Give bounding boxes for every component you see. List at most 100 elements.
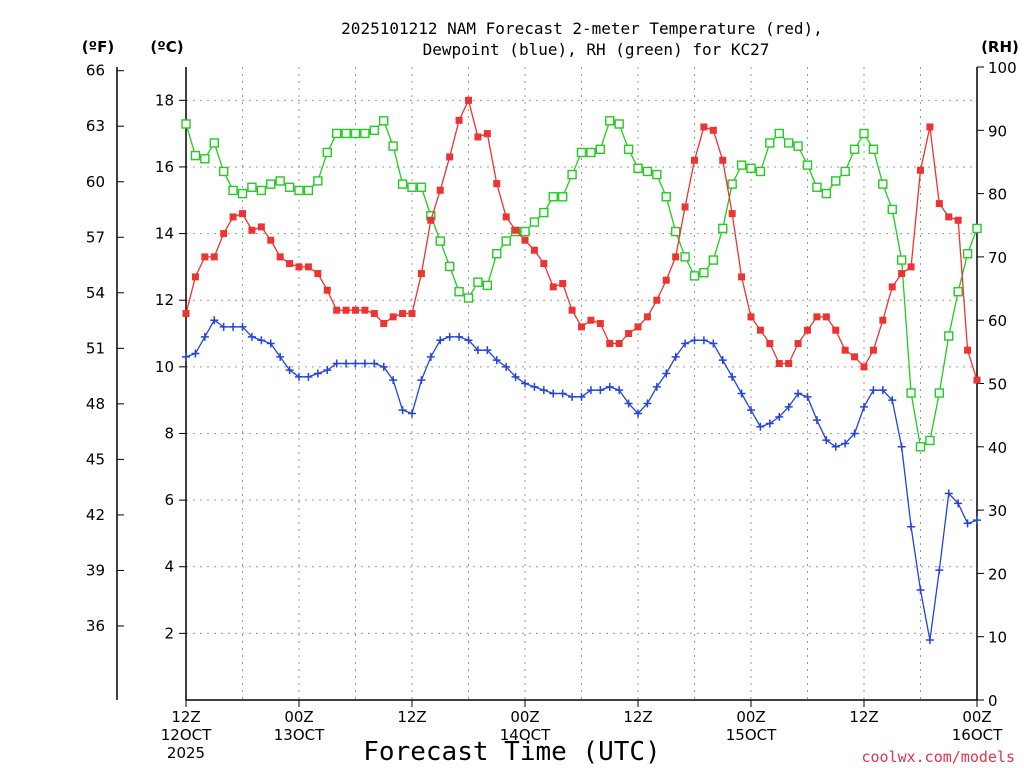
temperature-point xyxy=(370,310,378,318)
time-tick-year: 2025 xyxy=(167,744,205,762)
fahrenheit-tick-label: 36 xyxy=(86,617,105,635)
rh-unit-label: (RH) xyxy=(981,38,1019,56)
dewpoint-point xyxy=(878,386,887,395)
dewpoint-point xyxy=(276,352,285,361)
rh-point xyxy=(915,442,926,452)
temperature-point xyxy=(898,270,906,278)
time-tick-hour: 00Z xyxy=(284,708,313,726)
rh-point xyxy=(181,119,191,129)
rh-point xyxy=(200,154,210,164)
time-tick-hour: 12Z xyxy=(623,708,652,726)
temperature-point xyxy=(578,323,585,331)
rh-point xyxy=(237,188,248,199)
dewpoint-point xyxy=(860,402,868,411)
dewpoint-point xyxy=(408,409,416,418)
dewpoint-point xyxy=(342,359,351,368)
dewpoint-point xyxy=(558,389,567,398)
temperature-point xyxy=(587,316,595,324)
dewpoint-point xyxy=(586,386,595,395)
dewpoint-point xyxy=(812,416,821,425)
fahrenheit-unit-label: (ºF) xyxy=(82,38,114,56)
temperature-point xyxy=(191,273,199,281)
rh-tick-label: 90 xyxy=(988,122,1007,140)
dewpoint-point xyxy=(238,322,247,331)
dewpoint-point xyxy=(445,332,454,341)
dewpoint-point xyxy=(690,336,699,345)
temperature-point xyxy=(672,253,680,261)
dewpoint-point xyxy=(502,362,511,371)
x-axis-label: Forecast Time (UTC) xyxy=(363,737,660,767)
fahrenheit-tick-label: 63 xyxy=(86,117,105,135)
rh-point xyxy=(727,179,737,189)
chart-title-line2: Dewpoint (blue), RH (green) for KC27 xyxy=(423,40,770,59)
rh-point xyxy=(501,236,511,246)
temperature-point xyxy=(954,216,962,224)
rh-point xyxy=(247,182,257,192)
celsius-tick-label: 10 xyxy=(155,358,174,376)
temperature-point xyxy=(512,226,520,234)
time-tick-date: 13OCT xyxy=(274,726,325,744)
temperature-point xyxy=(333,306,341,314)
dewpoint-point xyxy=(266,339,275,348)
dewpoint-point xyxy=(313,369,322,378)
dewpoint-point xyxy=(229,322,238,331)
temperature-point xyxy=(352,306,359,314)
dewpoint-point xyxy=(709,339,718,348)
dewpoint-point xyxy=(182,352,190,361)
temperature-point xyxy=(813,313,821,321)
temperature-point xyxy=(474,133,482,141)
rh-point xyxy=(831,176,841,186)
rh-point xyxy=(266,179,276,189)
temperature-point xyxy=(794,340,802,348)
dewpoint-point xyxy=(473,346,482,355)
rh-point xyxy=(397,179,408,189)
temperature-point xyxy=(851,353,859,361)
rh-point xyxy=(812,182,822,192)
rh-point xyxy=(473,277,483,287)
rh-point xyxy=(209,138,219,148)
celsius-tick-label: 4 xyxy=(164,558,174,576)
temperature-point xyxy=(615,340,623,348)
rh-tick-label: 30 xyxy=(988,502,1007,520)
rh-point xyxy=(906,388,916,398)
rh-point xyxy=(708,255,719,265)
rh-point xyxy=(934,388,945,398)
temperature-point xyxy=(596,320,604,328)
temperature-point xyxy=(804,326,811,334)
rh-point xyxy=(595,144,606,154)
rh-point xyxy=(416,182,427,192)
dewpoint-point xyxy=(841,439,850,448)
temperature-point xyxy=(568,306,576,314)
temperature-point xyxy=(399,310,407,318)
dewpoint-point xyxy=(285,366,294,375)
fahrenheit-tick-label: 54 xyxy=(86,284,105,302)
dewpoint-point xyxy=(935,566,944,575)
temperature-point xyxy=(286,260,294,268)
dewpoint-point xyxy=(907,522,916,531)
rh-point xyxy=(623,144,634,154)
dewpoint-point xyxy=(426,352,435,361)
dewpoint-point xyxy=(643,399,652,408)
rh-point xyxy=(633,163,643,173)
rh-point xyxy=(520,226,530,237)
rh-point xyxy=(718,223,728,234)
dewpoint-point xyxy=(511,372,520,381)
rh-point xyxy=(783,138,794,148)
rh-point xyxy=(849,144,860,154)
grid-lines xyxy=(186,67,977,700)
dewpoint-point xyxy=(351,359,360,368)
rh-point xyxy=(586,147,596,158)
dewpoint-point xyxy=(549,389,558,398)
rh-point xyxy=(492,249,502,259)
temperature-point xyxy=(653,296,661,304)
fahrenheit-tick-label: 42 xyxy=(86,506,105,524)
time-tick-hour: 12Z xyxy=(849,708,878,726)
rh-point xyxy=(821,188,832,199)
dewpoint-point xyxy=(436,336,445,345)
time-tick-hour: 12Z xyxy=(397,708,426,726)
dewpoint-point xyxy=(671,352,680,361)
rh-tick-label: 100 xyxy=(988,59,1017,77)
dewpoint-point xyxy=(954,499,963,508)
rh-point xyxy=(755,166,766,177)
dewpoint-point xyxy=(323,366,332,375)
